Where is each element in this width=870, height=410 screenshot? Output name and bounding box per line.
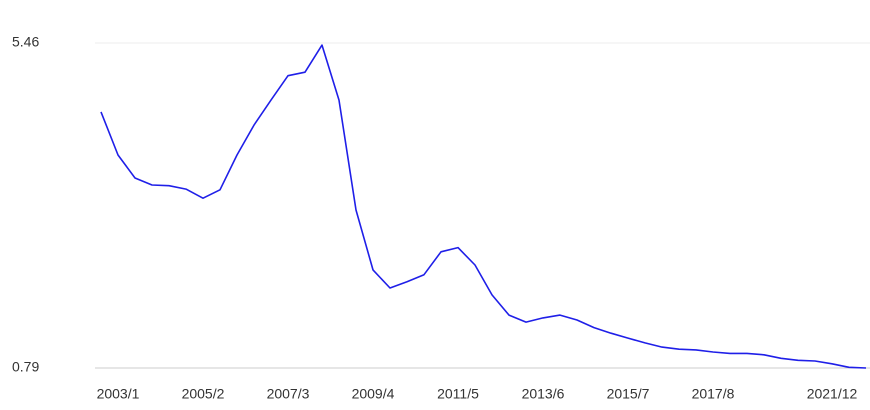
x-tick-label: 2017/8 xyxy=(692,386,735,402)
x-tick-label: 2009/4 xyxy=(352,386,395,402)
x-tick-label: 2005/2 xyxy=(182,386,225,402)
x-tick-label: 2003/1 xyxy=(97,386,140,402)
data-line xyxy=(100,44,867,369)
y-tick-label: 5.46 xyxy=(12,34,39,50)
x-tick-label: 2015/7 xyxy=(607,386,650,402)
x-tick-label: 2007/3 xyxy=(267,386,310,402)
x-tick-label: 2011/5 xyxy=(437,386,479,402)
y-tick-label: 0.79 xyxy=(12,359,39,375)
x-tick-label: 2013/6 xyxy=(522,386,565,402)
x-tick-label: 2021/12 xyxy=(807,386,858,402)
